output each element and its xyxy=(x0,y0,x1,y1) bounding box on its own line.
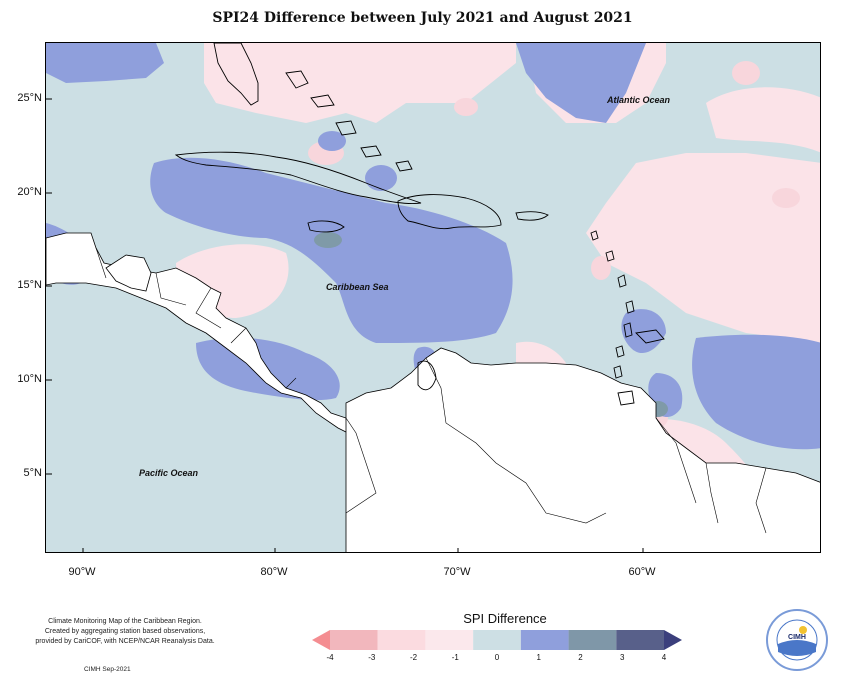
map-canvas xyxy=(46,43,820,552)
legend-color-cell xyxy=(312,630,330,650)
logo-sky-band xyxy=(778,640,816,656)
legend-color-cell xyxy=(616,630,664,650)
legend-color-cell xyxy=(664,630,682,650)
latitude-label: 25°N xyxy=(17,92,42,104)
credit-date: CIMH Sep-2021 xyxy=(84,666,131,673)
credit-line: Climate Monitoring Map of the Caribbean … xyxy=(48,618,202,625)
legend-color-cell xyxy=(568,630,617,650)
legend-cells xyxy=(312,630,682,650)
legend-tick-label: -1 xyxy=(451,653,459,662)
legend-color-cell xyxy=(425,630,474,650)
legend-color-cell xyxy=(520,630,569,650)
land-areas xyxy=(46,232,820,552)
legend-tick-label: -4 xyxy=(326,653,334,662)
longitude-label: 80°W xyxy=(260,566,288,578)
legend-tick-label: 4 xyxy=(661,653,667,662)
country-borders xyxy=(95,247,767,534)
latitude-label: 10°N xyxy=(17,373,42,385)
map-panel: Atlantic Ocean Caribbean Sea Pacific Oce… xyxy=(45,42,821,553)
longitude-label: 90°W xyxy=(68,566,96,578)
latitude-label: 15°N xyxy=(17,279,42,291)
legend-tick-label: 1 xyxy=(536,653,541,662)
legend-tick-label: 2 xyxy=(578,653,583,662)
atlantic-ocean-label: Atlantic Ocean xyxy=(607,95,671,105)
legend-color-cell xyxy=(377,630,426,650)
latitude-label: 20°N xyxy=(17,186,42,198)
logo-text: CIMH xyxy=(788,634,806,641)
map-credit: Climate Monitoring Map of the Caribbean … xyxy=(20,617,230,647)
cimh-logo: CIMH xyxy=(766,609,828,671)
longitude-label: 70°W xyxy=(443,566,471,578)
credit-line: Created by aggregating station based obs… xyxy=(44,628,206,635)
legend-tick-label: -3 xyxy=(368,653,376,662)
legend-colorbar xyxy=(312,630,682,650)
legend-tick-label: 0 xyxy=(494,653,500,662)
island-coastlines xyxy=(174,43,665,406)
longitude-label: 60°W xyxy=(628,566,656,578)
legend-title: SPI Difference xyxy=(463,611,547,626)
latitude-label: 5°N xyxy=(23,467,42,479)
legend-tick-label: -2 xyxy=(409,653,418,662)
caribbean-sea-label: Caribbean Sea xyxy=(326,282,389,292)
pacific-ocean-label: Pacific Ocean xyxy=(139,468,199,478)
credit-line: provided by CariCOF, with NCEP/NCAR Rean… xyxy=(35,638,215,645)
sun-icon xyxy=(799,626,807,634)
graticule-ticks xyxy=(46,98,644,552)
map-title: SPI24 Difference between July 2021 and A… xyxy=(212,10,633,26)
legend-color-cell xyxy=(473,630,521,650)
wet-anomaly-areas xyxy=(46,43,820,477)
legend-color-cell xyxy=(330,630,378,650)
legend-tick-label: 3 xyxy=(620,653,625,662)
